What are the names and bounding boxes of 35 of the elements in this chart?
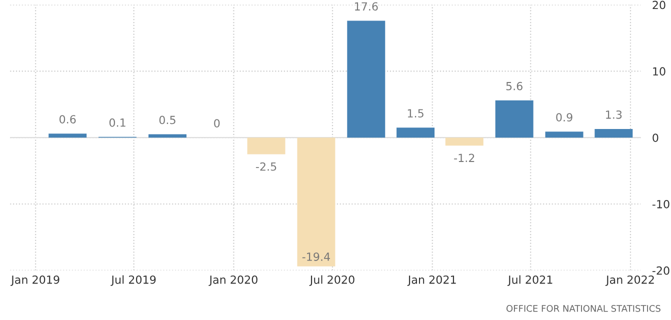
- x-tick-label: Jul 2020: [309, 275, 354, 286]
- y-tick-label: -10: [652, 200, 670, 208]
- data-label: 0: [214, 119, 220, 128]
- y-tick-label: 0: [652, 134, 658, 142]
- bar: [247, 138, 286, 154]
- bar: [445, 138, 484, 146]
- data-label: 0.9: [556, 113, 572, 122]
- bar: [594, 128, 633, 138]
- x-tick-label: Jul 2021: [507, 275, 552, 286]
- data-label: 0.6: [60, 115, 76, 124]
- data-label: 17.6: [354, 2, 378, 11]
- bar: [495, 100, 534, 138]
- bar: [48, 134, 87, 138]
- data-label: -2.5: [256, 162, 276, 171]
- y-tick-label: 20: [652, 0, 666, 10]
- data-label: 1.5: [408, 109, 424, 118]
- bar: [396, 128, 435, 138]
- bar: [545, 132, 584, 138]
- x-tick-label: Jul 2019: [110, 275, 156, 286]
- data-label: 0.1: [109, 118, 126, 127]
- bar: [148, 134, 186, 138]
- y-tick-label: -20: [652, 266, 670, 275]
- bar: [297, 138, 336, 266]
- data-label: 0.5: [159, 116, 176, 124]
- data-label: 1.3: [606, 110, 622, 119]
- x-tick-label: Jan 2022: [605, 275, 654, 286]
- text: OFFICE FOR NATIONAL STATISTICS: [506, 305, 660, 312]
- x-tick-label: Jan 2019: [10, 275, 60, 286]
- y-tick-label: 10: [653, 67, 666, 76]
- data-label: -1.2: [454, 154, 474, 162]
- x-tick-label: Jan 2021: [407, 275, 456, 286]
- data-label: 5.6: [506, 82, 522, 90]
- bar: [347, 20, 386, 138]
- data-label: -19.4: [302, 252, 330, 261]
- x-tick-label: Jan 2020: [208, 275, 258, 286]
